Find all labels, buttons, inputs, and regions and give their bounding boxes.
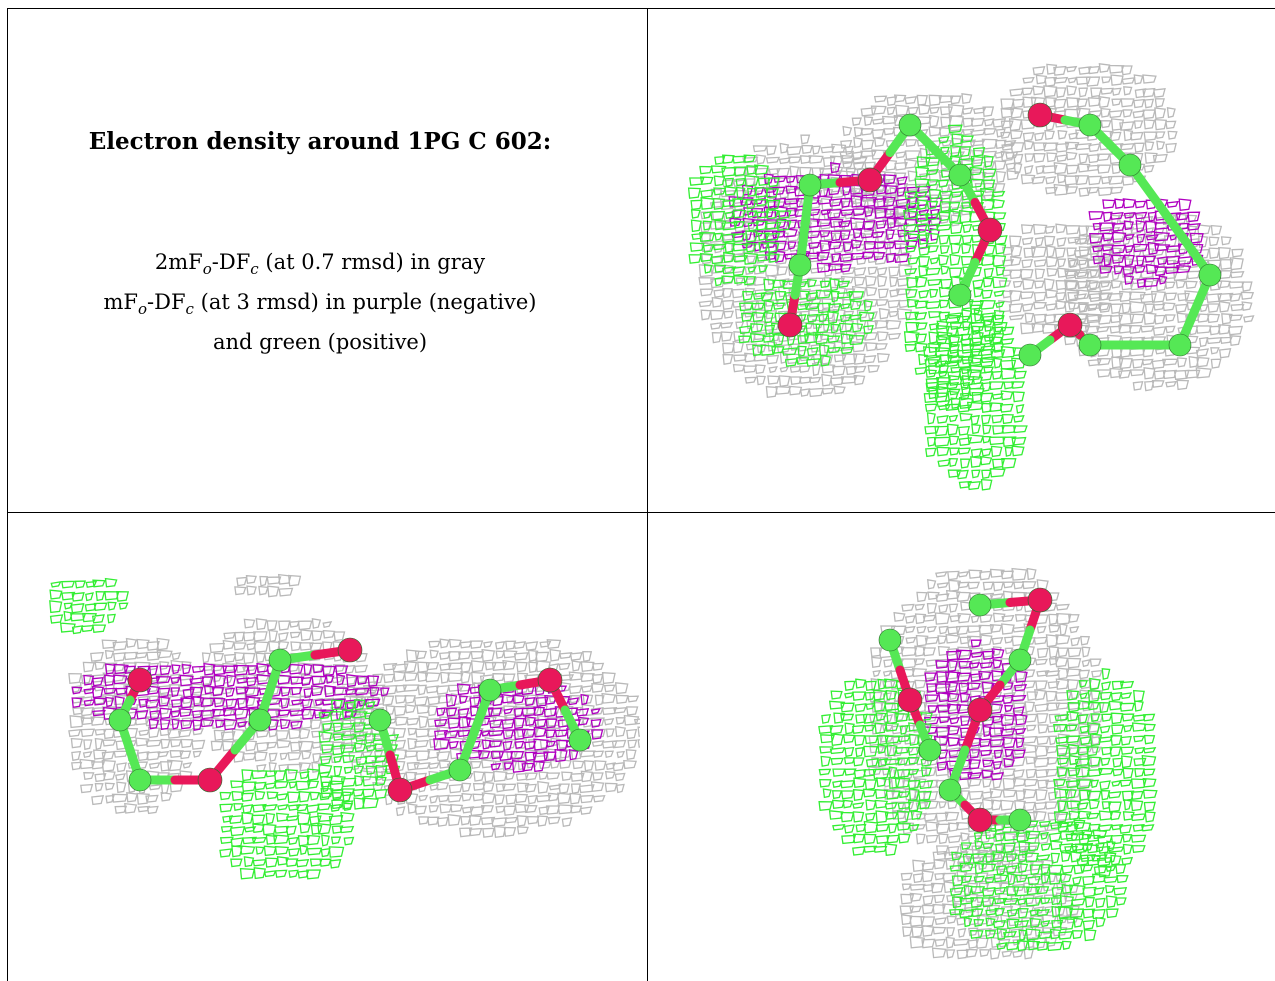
carbon-atom [918, 738, 942, 762]
oxygen-atom [537, 667, 563, 693]
oxygen-atom [777, 312, 803, 338]
carbon-atom [1018, 343, 1042, 367]
oxygen-atom [387, 777, 413, 803]
oxygen-atom [127, 667, 153, 693]
positive-mesh [922, 304, 1028, 491]
carbon-atom [448, 758, 472, 782]
density-render-bottom-right [818, 567, 1158, 960]
view-bottom-left [20, 520, 640, 975]
oxygen-atom [197, 767, 223, 793]
carbon-atom [1008, 808, 1032, 832]
positive-mesh [818, 678, 934, 857]
legend-line-gray: 2mFo-DFc (at 0.7 rmsd) in gray [154, 250, 486, 279]
oxygen-atom [1057, 312, 1083, 338]
carbon-atom [1168, 333, 1192, 357]
oxygen-atom [1027, 102, 1053, 128]
oxygen-atom [967, 807, 993, 833]
border-top [7, 8, 1275, 9]
carbon-atom [898, 113, 922, 137]
figure-title: Electron density around 1PG C 602: [88, 128, 552, 155]
gray-mesh [998, 223, 1114, 336]
oxygen-atom [1027, 587, 1053, 613]
carbon-atom [248, 708, 272, 732]
carbon-atom [968, 593, 992, 617]
negative-mesh [922, 639, 1028, 781]
oxygen-atom [977, 217, 1003, 243]
carbon-atom [788, 253, 812, 277]
legend-line-positive: and green (positive) [212, 330, 428, 355]
density-render-bottom-left [49, 573, 640, 880]
density-render-top-right [687, 63, 1255, 491]
gray-mesh [1063, 212, 1255, 392]
bond-segment [1125, 160, 1175, 225]
gray-mesh [234, 573, 302, 598]
carbon-atom [128, 768, 152, 792]
positive-mesh [49, 577, 130, 635]
positive-mesh [1053, 668, 1158, 878]
carbon-atom [108, 708, 132, 732]
border-center [647, 8, 648, 981]
oxygen-atom [967, 697, 993, 723]
oxygen-atom [897, 687, 923, 713]
positive-mesh [687, 154, 792, 287]
border-left [7, 8, 8, 981]
oxygen-atom [337, 637, 363, 663]
carbon-atom [1008, 648, 1032, 672]
carbon-atom [1198, 263, 1222, 287]
carbon-atom [938, 778, 962, 802]
carbon-atom [368, 708, 392, 732]
negative-mesh [1088, 198, 1204, 288]
view-top-right [660, 15, 1270, 505]
legend-line-difference: mFo-DFc (at 3 rmsd) in purple (negative) [103, 290, 537, 319]
carbon-atom [948, 283, 972, 307]
border-middle [7, 512, 1275, 513]
carbon-atom [948, 163, 972, 187]
carbon-atom [878, 628, 902, 652]
carbon-atom [478, 678, 502, 702]
view-bottom-right [780, 520, 1200, 975]
carbon-atom [1078, 113, 1102, 137]
carbon-atom [1078, 333, 1102, 357]
positive-mesh [219, 768, 355, 880]
carbon-atom [798, 173, 822, 197]
carbon-atom [568, 728, 592, 752]
oxygen-atom [857, 167, 883, 193]
figure-legend: 2mFo-DFc (at 0.7 rmsd) in gray mFo-DFc (… [10, 246, 630, 359]
carbon-atom [1118, 153, 1142, 177]
carbon-atom [268, 648, 292, 672]
bond-segment [1165, 215, 1215, 280]
positive-mesh [949, 819, 1129, 952]
